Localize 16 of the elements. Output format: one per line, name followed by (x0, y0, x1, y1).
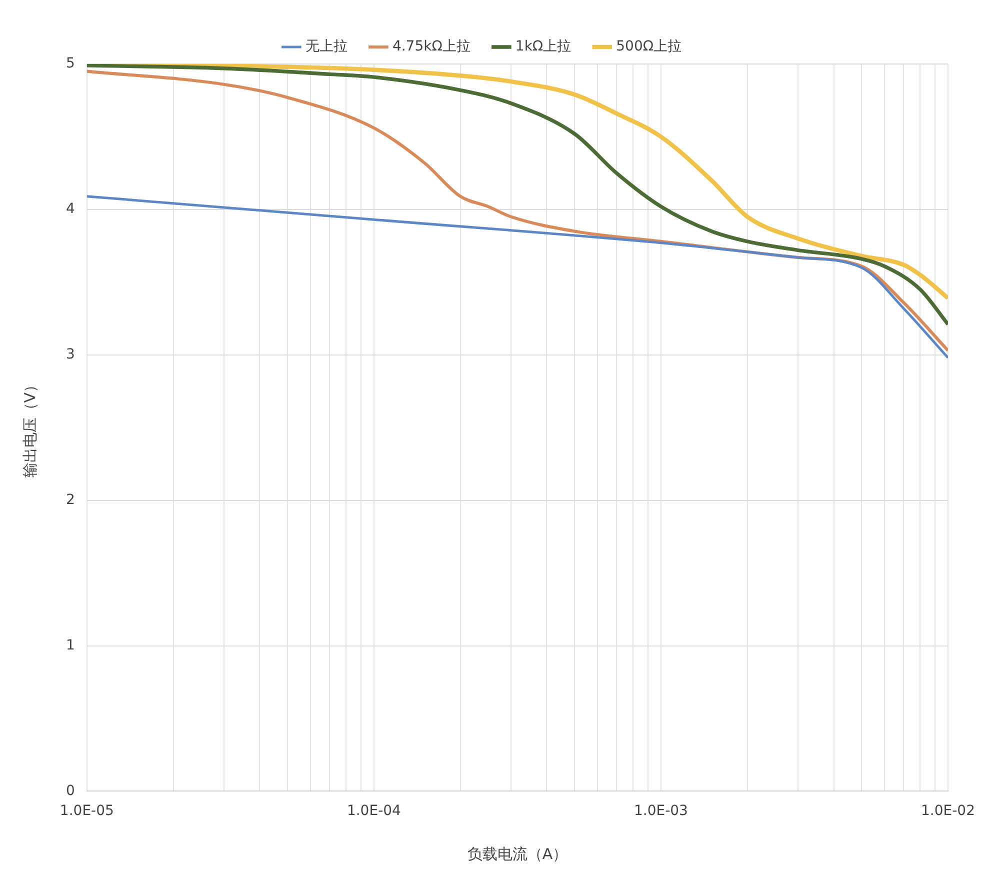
legend-label: 4.75kΩ上拉 (392, 38, 470, 55)
x-axis-title: 负载电流（A） (467, 844, 568, 863)
y-tick-label: 1 (66, 637, 75, 654)
legend-label: 1kΩ上拉 (515, 38, 572, 55)
legend-label: 500Ω上拉 (616, 38, 682, 55)
x-tick-label: 1.0E-02 (921, 803, 975, 820)
y-tick-label: 3 (66, 346, 75, 363)
y-tick-label: 4 (66, 201, 75, 218)
y-axis-title: 输出电压（V） (20, 377, 39, 478)
y-tick-label: 2 (66, 492, 75, 508)
x-tick-label: 1.0E-04 (346, 803, 402, 820)
y-tick-label: 0 (66, 782, 75, 799)
x-tick-label: 1.0E-05 (60, 803, 114, 820)
y-tick-label: 5 (66, 56, 75, 72)
x-tick-label: 1.0E-03 (634, 803, 688, 820)
legend-label: 无上拉 (305, 38, 348, 55)
